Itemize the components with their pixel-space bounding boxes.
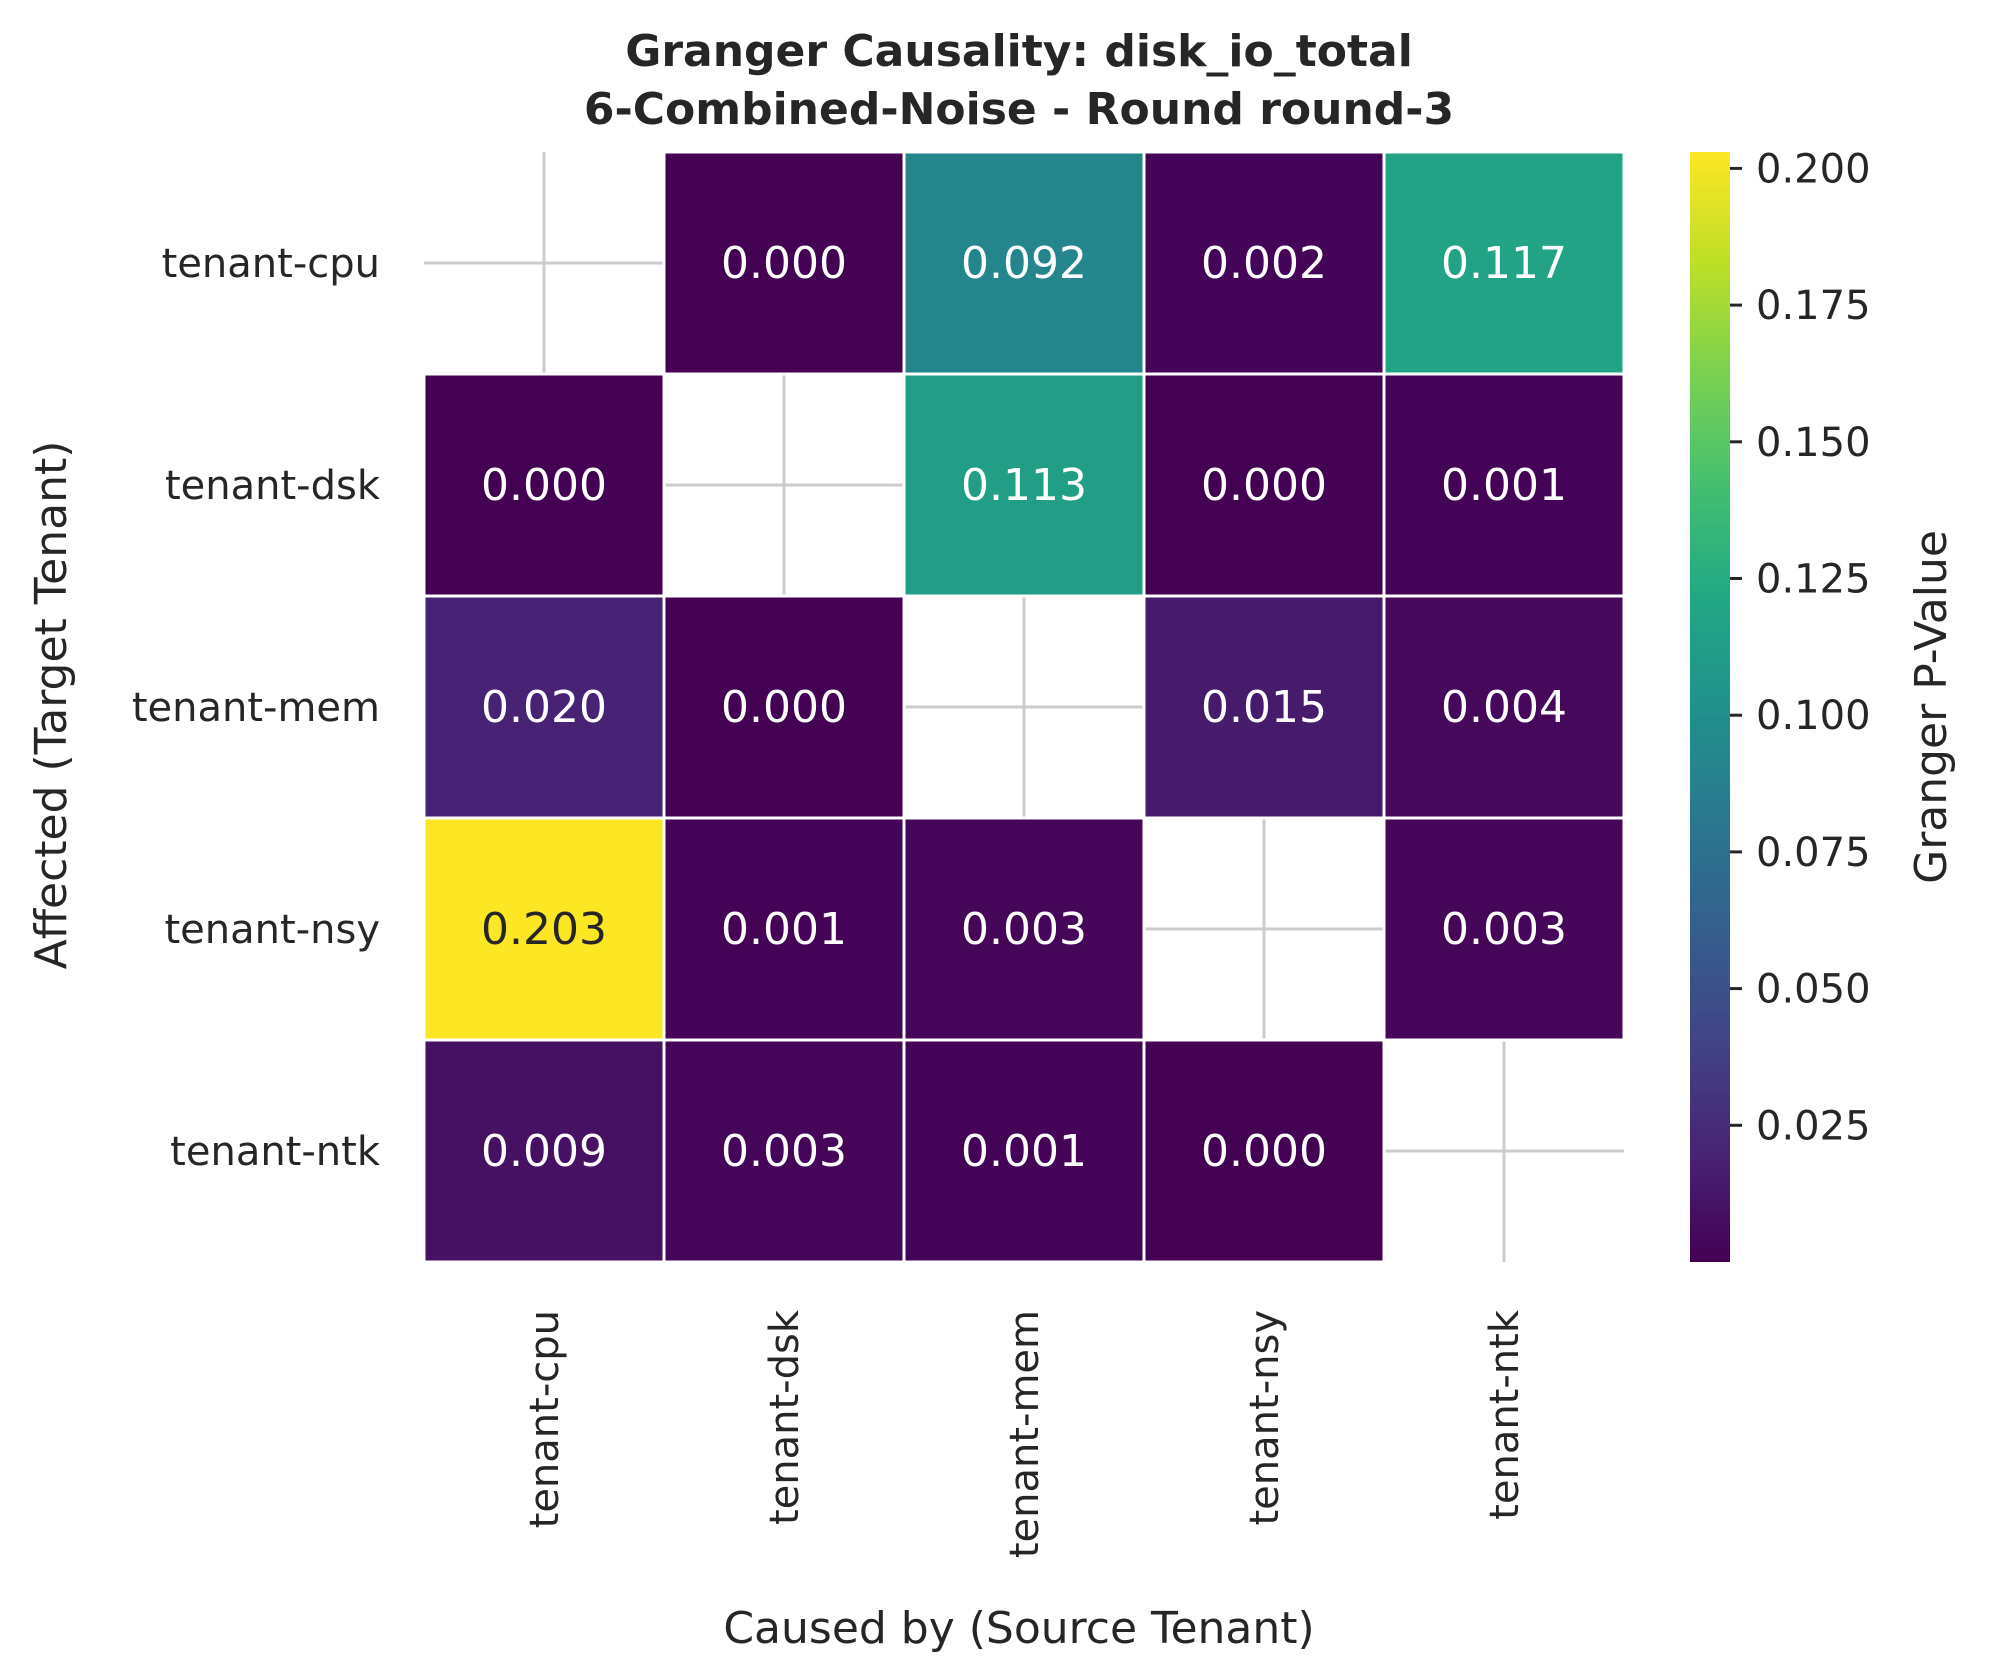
- colorbar-ticks: 0.025 0.050 0.075 0.100 0.125 0.150 0.175 0.200: [1730, 146, 1871, 1149]
- cell-value-label: 0.001: [961, 1126, 1087, 1177]
- cell-value-label: 0.000: [721, 238, 847, 289]
- colorbar-tick-label: 0.075: [1756, 830, 1871, 876]
- cell-value-label: 0.117: [1441, 238, 1567, 289]
- cell-value-labels: 0.000 0.092 0.002 0.117 0.000 0.113 0.000 0.001…: [481, 238, 1567, 1177]
- y-tick-label: tenant-ntk: [170, 1129, 381, 1175]
- heatmap-cell: [662, 816, 906, 1042]
- colorbar-tick-label: 0.150: [1756, 420, 1871, 466]
- colorbar-label: Granger P-Value: [1906, 530, 1957, 884]
- x-tick-label: tenant-cpu: [522, 1310, 568, 1528]
- heatmap-cell: [1382, 594, 1626, 820]
- heatmap-cell: [902, 1038, 1146, 1264]
- heatmap-cell: [422, 594, 666, 820]
- x-tick-label: tenant-mem: [1002, 1310, 1048, 1558]
- heatmap-cell: [1142, 372, 1386, 598]
- cell-value-label: 0.000: [1201, 1126, 1327, 1177]
- cell-value-label: 0.003: [1441, 904, 1567, 955]
- heatmap-cell: [1142, 1038, 1386, 1264]
- y-axis-label: Affected (Target Tenant): [26, 441, 77, 970]
- cell-value-label: 0.113: [961, 460, 1087, 511]
- y-tick-label: tenant-nsy: [165, 907, 381, 953]
- heatmap-cell: [1382, 816, 1626, 1042]
- y-tick-label: tenant-mem: [132, 685, 380, 731]
- colorbar: 0.025 0.050 0.075 0.100 0.125 0.150 0.175 0.200…: [1690, 146, 1957, 1262]
- heatmap-cell: [422, 816, 666, 1042]
- colorbar-tick-label: 0.200: [1756, 146, 1871, 192]
- x-tick-label: tenant-nsy: [1242, 1310, 1288, 1526]
- heatmap-cell: [1142, 594, 1386, 820]
- colorbar-gradient: [1690, 152, 1730, 1262]
- colorbar-tick-label: 0.125: [1756, 557, 1871, 603]
- heatmap-cell: [1382, 372, 1626, 598]
- heatmap-cell: [902, 150, 1146, 376]
- cell-value-label: 0.003: [961, 904, 1087, 955]
- cell-value-label: 0.009: [481, 1126, 607, 1177]
- x-tick-label: tenant-dsk: [762, 1309, 808, 1525]
- cell-value-label: 0.002: [1201, 238, 1327, 289]
- chart-title: Granger Causality: disk_io_total: [625, 26, 1413, 77]
- cell-value-label: 0.003: [721, 1126, 847, 1177]
- heatmap-cell: [902, 816, 1146, 1042]
- heatmap-cell: [662, 594, 906, 820]
- colorbar-tick-label: 0.175: [1756, 283, 1871, 329]
- heatmap-cell: [1382, 150, 1626, 376]
- cell-value-label: 0.004: [1441, 682, 1567, 733]
- y-tick-label: tenant-dsk: [165, 463, 381, 509]
- cell-value-label: 0.020: [481, 682, 607, 733]
- x-axis-label: Caused by (Source Tenant): [723, 1603, 1314, 1654]
- cell-value-label: 0.015: [1201, 682, 1327, 733]
- heatmap-cell: [422, 372, 666, 598]
- cell-value-label: 0.001: [721, 904, 847, 955]
- colorbar-tick-label: 0.100: [1756, 693, 1871, 739]
- cell-value-label: 0.000: [481, 460, 607, 511]
- cell-value-label: 0.203: [481, 904, 607, 955]
- cell-value-label: 0.000: [1201, 460, 1327, 511]
- x-tick-label: tenant-ntk: [1482, 1309, 1528, 1520]
- heatmap-cell: [422, 1038, 666, 1264]
- chart-subtitle: 6-Combined-Noise - Round round-3: [584, 84, 1454, 135]
- y-tick-label: tenant-cpu: [162, 241, 380, 287]
- cell-value-label: 0.092: [961, 238, 1087, 289]
- heatmap-cell: [902, 372, 1146, 598]
- x-axis-ticks: tenant-cpu tenant-dsk tenant-mem tenant-nsy…: [522, 1309, 1528, 1558]
- cell-value-label: 0.001: [1441, 460, 1567, 511]
- y-axis-ticks: tenant-cpu tenant-dsk tenant-mem tenant-nsy…: [132, 241, 381, 1175]
- colorbar-tick-label: 0.025: [1756, 1103, 1871, 1149]
- heatmap-cells: [422, 150, 1626, 1264]
- cell-value-label: 0.000: [721, 682, 847, 733]
- heatmap-cell: [662, 1038, 906, 1264]
- colorbar-tick-label: 0.050: [1756, 967, 1871, 1013]
